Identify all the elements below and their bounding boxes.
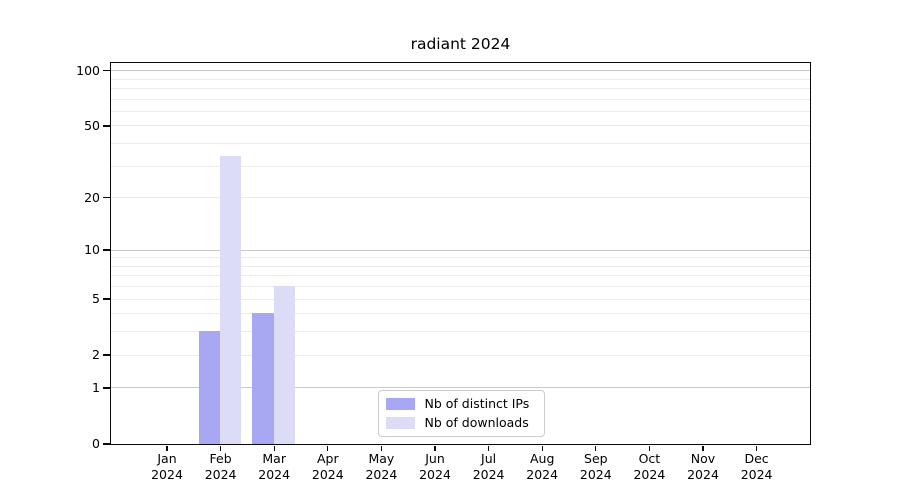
y-tick-mark-100 — [103, 69, 110, 72]
y-tick-mark-50 — [103, 125, 110, 127]
gridline-2 — [110, 354, 810, 356]
y-tick-label-20: 20 — [84, 189, 100, 205]
x-tick-label-jul-2024: Jul 2024 — [472, 451, 505, 482]
y-tick-mark-2 — [103, 354, 110, 356]
x-tick-mark-oct-2024 — [648, 445, 651, 451]
x-tick-label-aug-2024: Aug 2024 — [526, 451, 559, 482]
gridline-30 — [110, 165, 810, 167]
bar-nb-of-distinct-ips-feb-2024 — [198, 331, 221, 444]
gridline-9 — [110, 257, 810, 259]
y-tick-mark-0 — [103, 443, 110, 445]
gridline-50 — [110, 125, 810, 127]
x-tick-mark-jul-2024 — [487, 445, 490, 451]
gridline-5 — [110, 298, 810, 300]
x-tick-label-jan-2024: Jan 2024 — [151, 451, 183, 482]
x-tick-label-dec-2024: Dec 2024 — [740, 451, 773, 482]
legend-swatch-distinct-ips — [385, 397, 415, 410]
y-tick-label-0: 0 — [92, 436, 100, 451]
y-tick-label-2: 2 — [92, 347, 100, 363]
gridline-20 — [110, 197, 810, 199]
x-tick-mark-may-2024 — [380, 445, 383, 451]
legend-swatch-downloads — [385, 416, 415, 429]
x-tick-label-nov-2024: Nov 2024 — [687, 451, 719, 482]
x-tick-mark-jun-2024 — [434, 445, 436, 451]
gridline-7 — [110, 275, 810, 277]
x-tick-label-mar-2024: Mar 2024 — [258, 451, 291, 482]
x-tick-label-jun-2024: Jun 2024 — [419, 451, 451, 482]
y-tick-label-5: 5 — [92, 291, 100, 306]
x-tick-mark-apr-2024 — [327, 445, 329, 451]
legend-label-downloads: Nb of downloads — [424, 415, 529, 430]
gridline-80 — [110, 88, 810, 89]
x-tick-mark-aug-2024 — [541, 445, 543, 451]
y-tick-label-50: 50 — [84, 117, 100, 133]
x-tick-mark-mar-2024 — [273, 445, 275, 451]
x-tick-label-apr-2024: Apr 2024 — [311, 451, 344, 482]
legend-entry-distinct-ips: Nb of distinct IPs — [385, 396, 537, 411]
y-tick-label-10: 10 — [84, 242, 100, 257]
bar-nb-of-downloads-feb-2024 — [220, 155, 242, 444]
legend-entry-downloads: Nb of downloads — [385, 415, 537, 430]
gridline-1 — [110, 387, 810, 389]
y-tick-mark-5 — [103, 298, 110, 300]
gridline-40 — [110, 143, 810, 145]
x-tick-label-sep-2024: Sep 2024 — [579, 451, 612, 482]
legend-label-distinct-ips: Nb of distinct IPs — [424, 396, 530, 411]
x-tick-label-oct-2024: Oct 2024 — [633, 451, 666, 482]
legend: Nb of distinct IPs Nb of downloads — [377, 389, 545, 437]
x-tick-mark-dec-2024 — [755, 445, 758, 451]
x-tick-mark-nov-2024 — [702, 445, 704, 451]
x-tick-mark-feb-2024 — [219, 445, 222, 451]
gridline-4 — [110, 313, 810, 315]
bar-nb-of-downloads-mar-2024 — [273, 286, 296, 444]
plot-area: Nb of distinct IPs Nb of downloads — [109, 61, 811, 445]
gridline-6 — [110, 286, 810, 288]
gridline-90 — [110, 78, 810, 80]
gridline-100 — [110, 70, 810, 72]
bar-nb-of-distinct-ips-mar-2024 — [252, 313, 274, 444]
y-tick-mark-1 — [103, 387, 110, 389]
gridline-8 — [110, 265, 810, 267]
x-tick-mark-sep-2024 — [595, 445, 597, 451]
gridline-3 — [110, 331, 810, 333]
y-tick-label-1: 1 — [92, 379, 100, 395]
x-tick-label-may-2024: May 2024 — [365, 451, 398, 482]
gridline-70 — [110, 98, 810, 100]
x-tick-label-feb-2024: Feb 2024 — [204, 451, 237, 482]
y-tick-label-100: 100 — [76, 62, 100, 78]
x-tick-mark-jan-2024 — [166, 445, 168, 451]
y-tick-mark-20 — [103, 197, 110, 199]
chart-title: radiant 2024 — [410, 35, 511, 53]
gridline-60 — [110, 110, 810, 112]
y-tick-mark-10 — [103, 249, 110, 251]
gridline-10 — [110, 249, 810, 251]
